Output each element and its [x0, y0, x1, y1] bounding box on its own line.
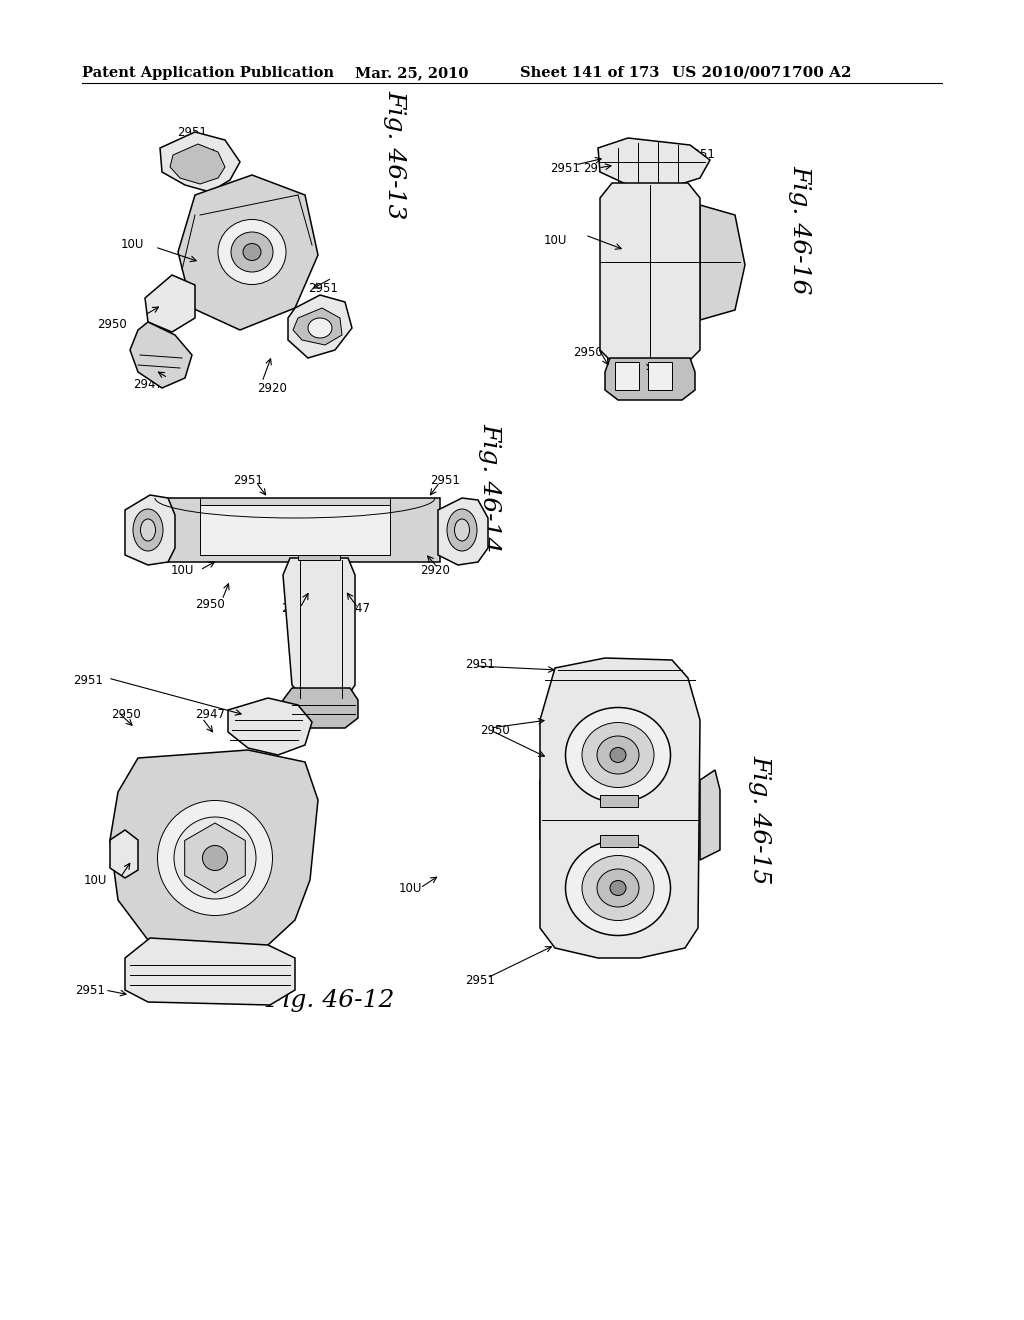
Text: Fig. 46-12: Fig. 46-12 [265, 989, 394, 1011]
Polygon shape [110, 830, 138, 878]
Polygon shape [170, 144, 225, 183]
Text: Fig. 46-16: Fig. 46-16 [788, 165, 811, 294]
Text: 2951: 2951 [73, 673, 103, 686]
Ellipse shape [565, 841, 671, 936]
Polygon shape [200, 506, 390, 554]
Ellipse shape [455, 519, 469, 541]
Text: 2920: 2920 [583, 161, 613, 174]
Ellipse shape [565, 708, 671, 803]
Text: 2951: 2951 [685, 149, 715, 161]
Text: 2947: 2947 [195, 709, 225, 722]
Text: US 2010/0071700 A2: US 2010/0071700 A2 [672, 66, 852, 81]
Text: Fig. 46-13: Fig. 46-13 [384, 90, 407, 219]
Text: Patent Application Publication: Patent Application Publication [82, 66, 334, 81]
Polygon shape [160, 132, 240, 191]
Ellipse shape [582, 722, 654, 788]
Text: 10U: 10U [83, 874, 106, 887]
Text: 2950: 2950 [97, 318, 127, 331]
Bar [600, 795, 638, 807]
Ellipse shape [174, 817, 256, 899]
Text: Mar. 25, 2010: Mar. 25, 2010 [355, 66, 468, 81]
Polygon shape [150, 498, 440, 562]
Polygon shape [125, 939, 295, 1005]
Polygon shape [700, 770, 720, 861]
Polygon shape [288, 294, 352, 358]
Ellipse shape [597, 737, 639, 774]
Text: 2951: 2951 [233, 474, 263, 487]
Text: 2951: 2951 [550, 161, 580, 174]
Text: 2951: 2951 [430, 474, 460, 487]
Ellipse shape [582, 855, 654, 920]
Text: 2950: 2950 [196, 598, 225, 611]
Ellipse shape [133, 510, 163, 550]
Ellipse shape [610, 880, 626, 895]
Polygon shape [110, 750, 318, 960]
Text: Sheet 141 of 173: Sheet 141 of 173 [520, 66, 659, 81]
Text: Fig. 46-15: Fig. 46-15 [749, 755, 771, 884]
Text: 2951: 2951 [465, 974, 495, 986]
Polygon shape [228, 698, 312, 755]
Polygon shape [298, 554, 340, 560]
Text: 10U: 10U [170, 564, 194, 577]
Text: 2951: 2951 [177, 127, 207, 140]
Text: 2951: 2951 [308, 281, 338, 294]
Text: 2947: 2947 [623, 362, 653, 375]
Text: 10U: 10U [398, 882, 422, 895]
Polygon shape [145, 275, 195, 333]
Ellipse shape [158, 800, 272, 916]
Text: 2950: 2950 [112, 709, 141, 722]
Ellipse shape [610, 747, 626, 763]
Polygon shape [283, 688, 358, 729]
Ellipse shape [243, 243, 261, 260]
Ellipse shape [189, 832, 241, 884]
Text: 10U: 10U [544, 234, 566, 247]
Polygon shape [130, 322, 193, 388]
Bar [600, 836, 638, 847]
Polygon shape [600, 183, 700, 362]
Text: 2820: 2820 [177, 813, 207, 826]
Ellipse shape [447, 510, 477, 550]
Polygon shape [598, 139, 710, 187]
Text: 2951: 2951 [465, 659, 495, 672]
Ellipse shape [203, 846, 227, 870]
Ellipse shape [231, 232, 273, 272]
Text: 2951: 2951 [75, 983, 104, 997]
Polygon shape [540, 657, 700, 958]
Text: 2947: 2947 [281, 602, 311, 615]
Polygon shape [438, 498, 488, 565]
Text: 2950: 2950 [573, 346, 603, 359]
Text: 2950: 2950 [480, 723, 510, 737]
Polygon shape [293, 308, 342, 345]
Polygon shape [700, 205, 745, 319]
Bar [648, 362, 672, 389]
Text: 2947: 2947 [340, 602, 370, 615]
Text: 2920: 2920 [257, 381, 287, 395]
Text: 2920: 2920 [420, 564, 450, 577]
Ellipse shape [218, 219, 286, 285]
Text: 10U: 10U [120, 239, 143, 252]
Polygon shape [125, 495, 175, 565]
Ellipse shape [140, 519, 156, 541]
Bar [615, 362, 639, 389]
Text: 2947: 2947 [133, 379, 163, 392]
Polygon shape [184, 822, 246, 894]
Ellipse shape [308, 318, 332, 338]
Ellipse shape [597, 869, 639, 907]
Polygon shape [283, 558, 355, 700]
Text: Fig. 46-14: Fig. 46-14 [478, 424, 502, 553]
Polygon shape [540, 770, 555, 840]
Polygon shape [605, 358, 695, 400]
Polygon shape [178, 176, 318, 330]
